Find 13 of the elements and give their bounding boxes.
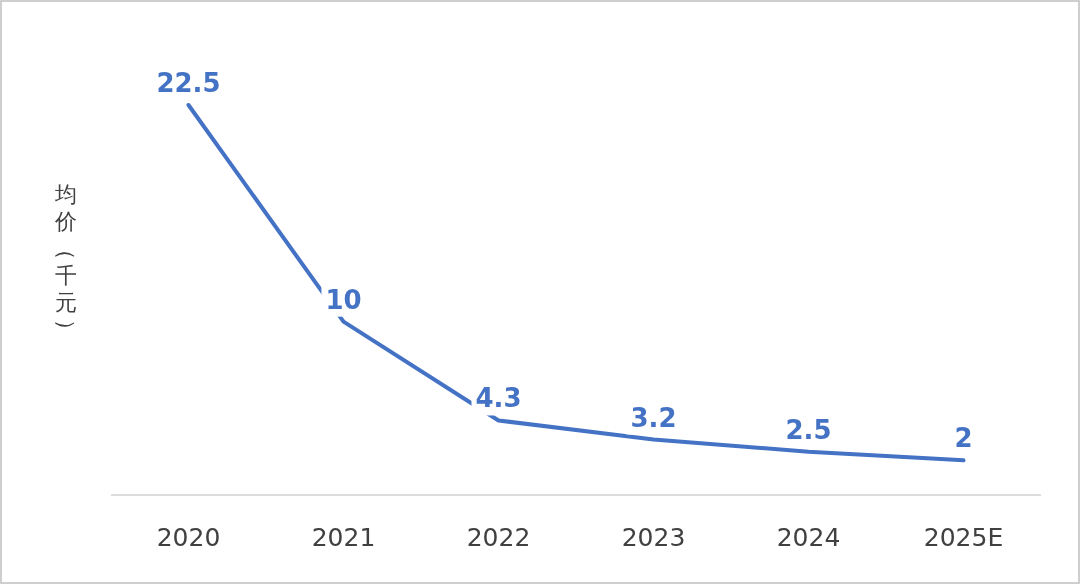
x-tick-label: 2025E	[923, 523, 1004, 552]
x-tick-label: 2022	[466, 523, 531, 552]
data-label: 10	[325, 284, 362, 315]
data-label: 2.5	[785, 414, 832, 445]
x-tick-label: 2023	[621, 523, 686, 552]
x-tick-label: 2024	[776, 523, 841, 552]
data-label: 3.2	[630, 402, 677, 433]
data-label: 4.3	[475, 383, 522, 414]
ylabel: 均价（千元）	[53, 182, 79, 341]
x-tick-label: 2020	[156, 523, 221, 552]
x-tick-label: 2021	[311, 523, 376, 552]
data-label: 22.5	[156, 68, 221, 98]
data-label: 2	[954, 423, 973, 454]
